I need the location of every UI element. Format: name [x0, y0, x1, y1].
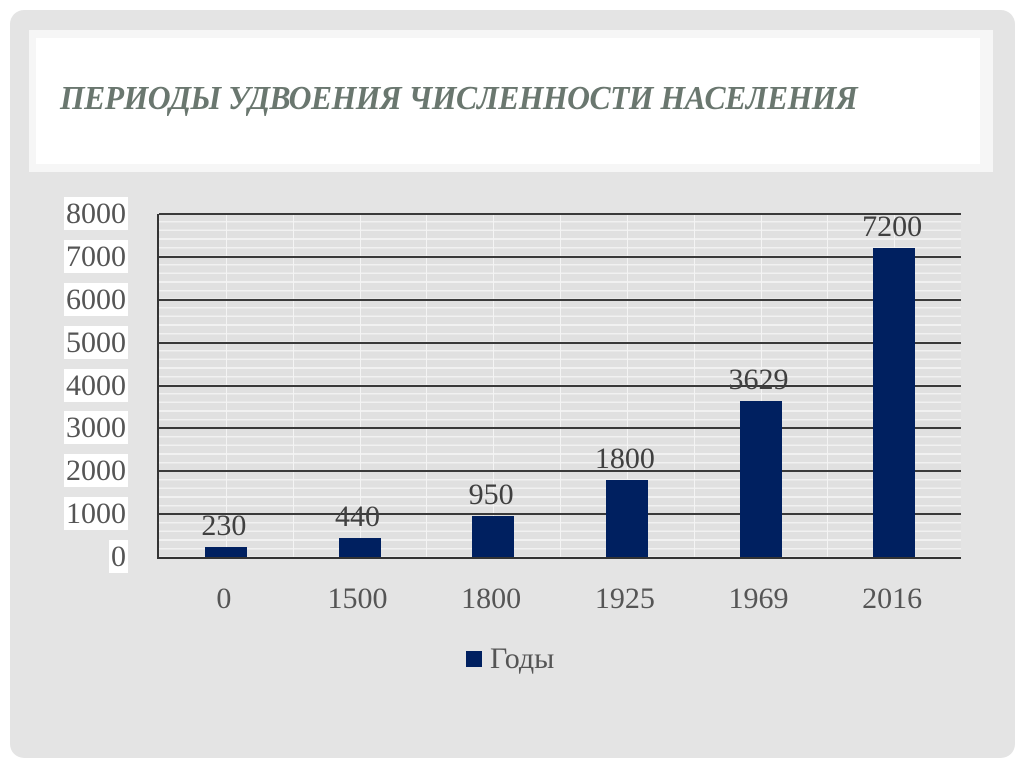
slide-title: ПЕРИОДЫ УДВОЕНИЯ ЧИСЛЕННОСТИ НАСЕЛЕНИЯ [60, 80, 858, 117]
y-tick-label: 0 [109, 540, 128, 573]
bar [739, 401, 782, 557]
legend-label: Годы [490, 642, 555, 675]
horizontal-gridline [159, 341, 961, 344]
bar [472, 516, 515, 557]
x-tick-label: 0 [216, 582, 232, 615]
plot-area [157, 213, 961, 559]
horizontal-gridline [159, 255, 961, 258]
title-box [36, 38, 980, 164]
horizontal-gridline [159, 427, 961, 430]
horizontal-gridline [159, 384, 961, 387]
horizontal-gridline [159, 470, 961, 473]
horizontal-gridline [159, 298, 961, 301]
bar [204, 547, 247, 557]
horizontal-gridline [159, 213, 961, 215]
x-tick-label: 1800 [461, 582, 522, 615]
data-label: 440 [335, 500, 380, 534]
x-tick-label: 1969 [728, 582, 789, 615]
bar [605, 479, 648, 557]
horizontal-gridline [159, 513, 961, 516]
y-tick-label: 5000 [64, 325, 128, 359]
bar [338, 538, 381, 557]
y-tick-label: 2000 [64, 454, 128, 488]
y-tick-label: 6000 [64, 282, 128, 316]
y-tick-label: 3000 [64, 411, 128, 445]
data-label: 3629 [728, 363, 789, 397]
y-tick-label: 1000 [64, 497, 128, 531]
x-tick-label: 2016 [862, 582, 923, 615]
data-label: 230 [201, 509, 247, 543]
y-tick-label: 4000 [64, 368, 128, 402]
x-tick-label: 1925 [594, 582, 655, 615]
legend: Годы [466, 642, 554, 676]
x-tick-label: 1500 [327, 582, 388, 615]
y-tick-label: 7000 [64, 239, 128, 273]
data-label: 950 [468, 478, 514, 512]
bar [873, 248, 916, 557]
y-tick-label: 8000 [64, 197, 128, 230]
legend-swatch-icon [466, 651, 482, 667]
data-label: 7200 [862, 210, 923, 244]
data-label: 1800 [594, 441, 655, 475]
